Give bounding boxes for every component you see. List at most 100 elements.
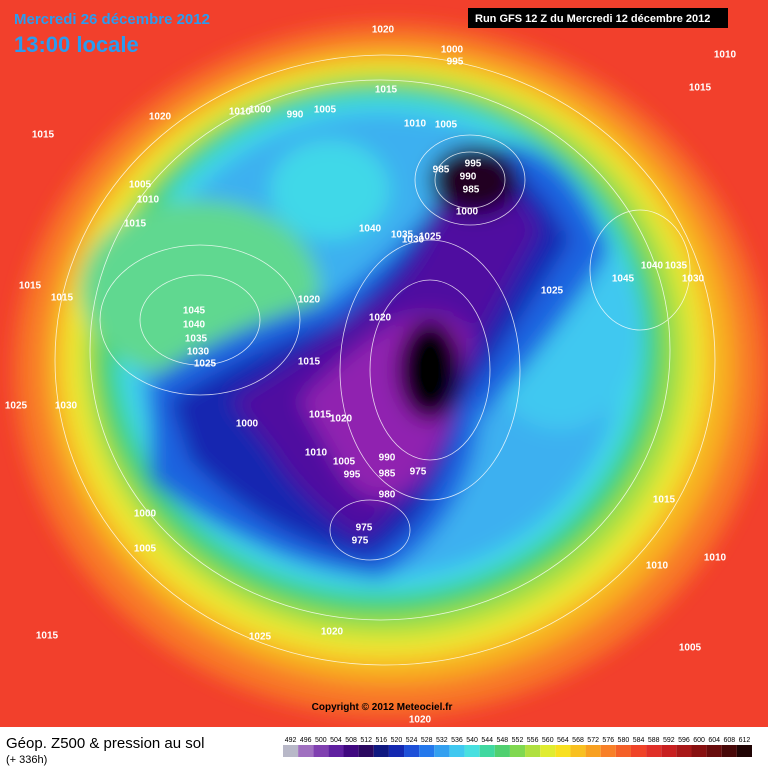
scale-label: 500 [315, 737, 327, 744]
run-label: Run GFS 12 Z du Mercredi 12 décembre 201… [475, 13, 710, 25]
isobar-label: 1025 [541, 286, 564, 297]
isobar-label: 980 [379, 490, 396, 501]
scale-label: 596 [678, 737, 690, 744]
isobar-label: 1025 [419, 232, 442, 243]
scale-swatch [298, 745, 314, 757]
isobar-label: 1015 [653, 495, 676, 506]
isobar-label: 1025 [5, 401, 28, 412]
isobar-label: 1010 [305, 448, 328, 459]
isobar-label: 1005 [129, 180, 152, 191]
scale-swatch [509, 745, 526, 757]
isobar-label: 1030 [55, 401, 78, 412]
isobar-label: 1020 [298, 295, 321, 306]
scale-swatch [313, 745, 329, 757]
isobar-label: 995 [344, 470, 361, 481]
scale-swatch [328, 745, 344, 757]
isobar-label: 1000 [441, 45, 464, 56]
scale-swatch [630, 745, 647, 757]
scale-swatch [525, 745, 541, 757]
isobar-label: 1005 [134, 544, 157, 555]
scale-label: 580 [618, 737, 630, 744]
isobar-label: 1015 [19, 281, 42, 292]
scale-swatch [419, 745, 435, 757]
isobar-label: 1045 [612, 274, 635, 285]
scale-swatch [479, 745, 495, 757]
date-label: Mercredi 26 décembre 2012 [14, 11, 210, 28]
isobar-label: 1005 [314, 105, 337, 116]
isobar-label: 1010 [704, 553, 727, 564]
isobar-label: 1040 [183, 320, 206, 331]
scale-label: 520 [391, 737, 403, 744]
scale-swatch [736, 745, 752, 757]
scale-swatch [570, 745, 586, 757]
scale-label: 612 [739, 737, 751, 744]
copyright: Copyright © 2012 Meteociel.fr [312, 702, 453, 713]
isobar-label: 995 [447, 57, 464, 68]
scale-label: 588 [648, 737, 660, 744]
scale-label: 540 [466, 737, 478, 744]
isobar-label: 1015 [51, 293, 74, 304]
isobar-label: 1030 [187, 347, 210, 358]
isobar-label: 1015 [689, 83, 712, 94]
map-field [0, 0, 768, 727]
scale-label: 504 [330, 737, 342, 744]
isobar-label: 990 [379, 453, 396, 464]
isobar-label: 1010 [714, 50, 737, 61]
isobar-label: 975 [352, 536, 369, 547]
isobar-label: 1015 [309, 410, 332, 421]
time-label: 13:00 locale [14, 32, 139, 57]
scale-swatch [358, 745, 374, 757]
isobar-label: 1000 [134, 509, 157, 520]
scale-swatch [404, 745, 420, 757]
isobar-label: 975 [410, 467, 427, 478]
scale-swatch [615, 745, 631, 757]
scale-label: 508 [345, 737, 357, 744]
footer-lead: (+ 336h) [6, 754, 47, 766]
isobar-label: 1025 [249, 632, 272, 643]
scale-swatch [706, 745, 722, 757]
isobar-label: 1020 [149, 112, 172, 123]
footer-title: Géop. Z500 & pression au sol [6, 735, 204, 752]
scale-label: 604 [708, 737, 720, 744]
isobar-label: 1000 [249, 105, 272, 116]
isobar-label: 1005 [435, 120, 458, 131]
scale-swatch [676, 745, 692, 757]
scale-swatch [494, 745, 510, 757]
scale-swatch [646, 745, 662, 757]
isobar-label: 1025 [194, 359, 217, 370]
scale-label: 496 [300, 737, 312, 744]
isobar-label: 1040 [641, 261, 664, 272]
scale-swatch [434, 745, 450, 757]
scale-label: 524 [406, 737, 418, 744]
scale-swatch [600, 745, 616, 757]
isobar-label: 1005 [333, 457, 356, 468]
isobar-label: 1030 [682, 274, 705, 285]
isobar-label: 1045 [183, 306, 206, 317]
scale-label: 552 [512, 737, 524, 744]
isobar-label: 1020 [372, 25, 395, 36]
scale-label: 592 [663, 737, 675, 744]
scale-swatch [373, 745, 389, 757]
scale-label: 572 [587, 737, 599, 744]
isobar-label: 990 [287, 110, 304, 121]
isobar-label: 1010 [646, 561, 669, 572]
isobar-label: 1020 [330, 414, 353, 425]
isobar-label: 1035 [665, 261, 688, 272]
isobar-label: 1020 [369, 313, 392, 324]
isobar-label: 1000 [236, 419, 259, 430]
isobar-label: 1005 [679, 643, 702, 654]
scale-label: 516 [375, 737, 387, 744]
scale-swatch [691, 745, 707, 757]
color-scale: 492 496 500 504 508 512 516 520 524 528 532 536 540 5… [283, 737, 752, 757]
isobar-label: 1035 [185, 334, 208, 345]
scale-label: 560 [542, 737, 554, 744]
scale-label: 532 [436, 737, 448, 744]
scale-label: 512 [360, 737, 372, 744]
scale-swatch [464, 745, 480, 757]
scale-label: 608 [723, 737, 735, 744]
isobar-label: 985 [433, 165, 450, 176]
isobar-label: 1010 [229, 107, 252, 118]
scale-label: 576 [602, 737, 614, 744]
